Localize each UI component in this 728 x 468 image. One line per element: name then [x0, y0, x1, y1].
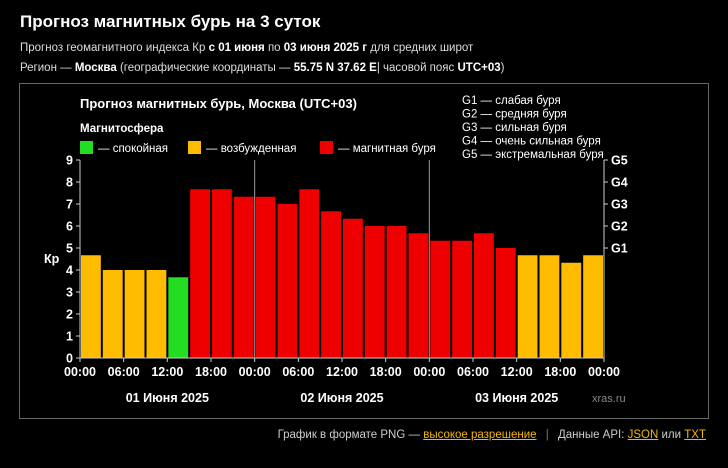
y-tick-label: 3 [66, 286, 73, 300]
g-scale-label: G1 [611, 242, 628, 256]
kp-bar [277, 204, 298, 358]
y-tick-label: 6 [66, 220, 73, 234]
forecast-desc-suffix: для средних широт [370, 42, 474, 54]
json-link[interactable]: JSON [627, 429, 659, 441]
forecast-to-word: по [267, 42, 281, 54]
png-format-label: График в формате PNG — [277, 429, 420, 441]
x-tick-label: 00:00 [64, 365, 96, 379]
g-scale-label: G5 [611, 154, 628, 168]
kp-bar [343, 218, 363, 358]
watermark: xras.ru [592, 393, 626, 405]
forecast-description: Прогноз геомагнитного индекса Кр с 01 ию… [20, 42, 473, 54]
kp-bar [146, 270, 167, 358]
x-tick-label: 00:00 [588, 365, 620, 379]
x-tick-label: 00:00 [413, 365, 445, 379]
kp-bar [583, 255, 603, 358]
x-tick-label: 06:00 [108, 365, 140, 379]
high-resolution-link[interactable]: высокое разрешение [423, 429, 537, 441]
y-axis-label: Кр [44, 252, 60, 266]
x-tick-label: 06:00 [282, 365, 314, 379]
x-tick-label: 06:00 [457, 365, 489, 379]
kp-bar [539, 255, 560, 358]
coords-value: 55.75 N 37.62 E [293, 62, 377, 74]
chart-title: Прогноз магнитных бурь, Москва (UTC+03) [80, 96, 357, 111]
kp-bar [124, 270, 145, 358]
kp-bar [430, 240, 451, 358]
kp-bar [190, 189, 210, 358]
g-scale-label: G2 [611, 220, 628, 234]
kp-bar [168, 277, 189, 358]
y-tick-label: 8 [66, 176, 73, 190]
forecast-desc-prefix: Прогноз геомагнитного индекса Кр [20, 42, 206, 54]
txt-link[interactable]: TXT [684, 429, 706, 441]
timezone-label: | часовой пояс [376, 62, 455, 74]
chart-frame [19, 83, 709, 419]
kp-bar [299, 189, 320, 358]
g-scale-legend-item: G2 — средняя буря [462, 109, 567, 121]
timezone-value: UTC+03 [457, 62, 501, 74]
x-tick-label: 12:00 [151, 365, 183, 379]
day-label: 02 Июня 2025 [300, 391, 383, 405]
kp-bar [81, 255, 101, 358]
y-tick-label: 0 [66, 352, 73, 366]
g-scale-label: G4 [611, 176, 628, 190]
legend-label: — магнитная буря [338, 143, 436, 155]
kp-bar [495, 248, 516, 358]
legend-swatch [188, 141, 201, 154]
kp-bar [408, 233, 429, 358]
x-tick-label: 00:00 [239, 365, 271, 379]
g-scale-legend-item: G5 — экстремальная буря [462, 149, 604, 161]
x-tick-label: 18:00 [544, 365, 576, 379]
kp-bar [386, 226, 407, 358]
kp-bar [474, 233, 494, 358]
x-tick-label: 12:00 [326, 365, 358, 379]
page-title: Прогноз магнитных бурь на 3 суток [20, 12, 321, 31]
kp-bar [255, 196, 276, 358]
y-tick-label: 5 [66, 242, 73, 256]
y-tick-label: 9 [66, 154, 73, 168]
g-scale-legend-item: G4 — очень сильная буря [462, 136, 601, 148]
g-scale-label: G3 [611, 198, 628, 212]
legend-swatch [320, 141, 333, 154]
kp-bar [364, 226, 385, 358]
kp-bar [561, 262, 582, 358]
legend-label: — спокойная [98, 143, 168, 155]
or-label: или [661, 429, 682, 441]
api-label: Данные API: [557, 429, 625, 441]
y-tick-label: 2 [66, 308, 73, 322]
coords-label: (географические координаты — [119, 62, 291, 74]
y-tick-label: 7 [66, 198, 73, 212]
x-tick-label: 18:00 [195, 365, 227, 379]
y-tick-label: 1 [66, 330, 73, 344]
kp-bar [102, 270, 123, 358]
region-name: Москва [74, 62, 117, 74]
forecast-date-from: 01 июня [218, 42, 265, 54]
x-tick-label: 12:00 [501, 365, 533, 379]
timezone-close: ) [500, 62, 505, 74]
legend-title: Магнитосфера [80, 123, 164, 135]
kp-bar [517, 255, 538, 358]
kp-bar [452, 240, 472, 358]
forecast-date-to: 03 июня 2025 г [283, 42, 368, 54]
x-tick-label: 18:00 [370, 365, 402, 379]
forecast-from-word: с [208, 42, 215, 54]
y-tick-label: 4 [66, 264, 73, 278]
g-scale-legend-item: G1 — слабая буря [462, 95, 561, 107]
legend-label: — возбужденная [206, 143, 296, 155]
day-label: 03 Июня 2025 [475, 391, 558, 405]
legend-swatch [80, 141, 93, 154]
region-info: Регион — Москва (географические координа… [20, 62, 505, 74]
kp-bar [233, 196, 254, 358]
g-scale-legend-item: G3 — сильная буря [462, 122, 567, 134]
kp-bar [212, 189, 232, 358]
day-label: 01 Июня 2025 [126, 391, 209, 405]
region-label: Регион — [20, 62, 72, 74]
footer-separator: | [545, 429, 549, 441]
footer: График в формате PNG — высокое разрешени… [278, 429, 706, 441]
kp-bar [321, 211, 341, 358]
